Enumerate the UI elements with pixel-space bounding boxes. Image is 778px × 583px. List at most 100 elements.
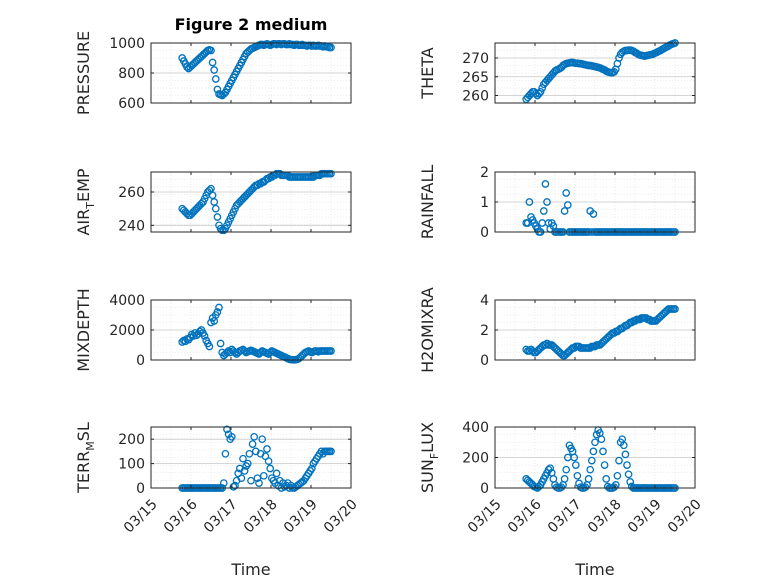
data-point xyxy=(237,474,246,483)
data-point xyxy=(615,456,623,465)
data-point xyxy=(546,464,555,473)
y-tick-label: 240 xyxy=(118,218,145,234)
data-point xyxy=(602,475,611,483)
data-point xyxy=(247,476,255,485)
data-point xyxy=(623,461,631,469)
y-tick-label: 2000 xyxy=(109,323,145,339)
figure-title: Figure 2 medium xyxy=(175,15,328,34)
data-point xyxy=(221,449,230,458)
data-point xyxy=(272,469,281,478)
data-point xyxy=(253,474,262,483)
y-tick-label: 200 xyxy=(118,432,145,448)
data-point xyxy=(211,204,220,213)
data-point xyxy=(615,54,623,62)
y-tick-label: 260 xyxy=(118,185,145,201)
data-point xyxy=(250,432,259,441)
y-axis-label: H2OMIXRA xyxy=(418,287,437,373)
data-point xyxy=(327,347,335,355)
y-tick-label: 0 xyxy=(480,481,489,497)
data-point xyxy=(562,465,571,474)
panel-pressure: 600 800 1000 PRESSURE xyxy=(74,31,352,115)
y-tick-label: 600 xyxy=(118,96,145,112)
data-point xyxy=(584,475,593,483)
y-axis-label: AIRTEMP xyxy=(74,168,97,235)
y-tick-label: 2 xyxy=(480,165,489,181)
data-point xyxy=(213,213,222,221)
data-markers xyxy=(522,39,679,104)
data-point xyxy=(211,75,220,83)
y-tick-label: 800 xyxy=(118,66,145,82)
data-point xyxy=(538,84,547,92)
data-point xyxy=(587,456,596,465)
y-tick-label: 2 xyxy=(480,323,489,339)
data-point xyxy=(563,201,572,209)
data-point xyxy=(327,169,335,178)
data-point xyxy=(183,63,191,71)
y-tick-label: 4 xyxy=(480,293,489,309)
data-point xyxy=(543,198,551,206)
y-tick-label: 200 xyxy=(462,451,489,467)
panel-h2omixra: 0 2 4 H2OMIXRA xyxy=(418,287,696,373)
data-point xyxy=(613,471,622,480)
data-point xyxy=(216,339,225,348)
data-point xyxy=(536,87,545,96)
data-point xyxy=(307,464,316,473)
data-point xyxy=(240,467,249,475)
data-point xyxy=(560,475,569,483)
data-point xyxy=(231,481,239,490)
y-tick-label: 265 xyxy=(462,70,489,86)
data-markers xyxy=(178,39,335,100)
y-tick-label: 0 xyxy=(480,353,489,369)
y-axis-label: TERRMSL xyxy=(74,422,97,494)
data-point xyxy=(229,482,238,491)
data-point xyxy=(589,447,598,456)
y-axis-label: THETA xyxy=(418,47,437,99)
data-point xyxy=(243,459,252,468)
data-point xyxy=(215,303,223,312)
panel-air-temp: 240 260 AIRTEMP xyxy=(74,168,352,236)
data-point xyxy=(624,470,633,479)
axes-box xyxy=(494,42,696,104)
data-point xyxy=(626,478,635,486)
data-markers xyxy=(178,169,335,235)
y-tick-label: 0 xyxy=(136,353,145,369)
data-markers xyxy=(522,305,679,360)
data-point xyxy=(586,465,595,474)
data-point xyxy=(263,445,271,453)
data-point xyxy=(264,457,273,466)
y-axis-label: PRESSURE xyxy=(74,31,93,115)
axes-box xyxy=(150,171,352,233)
data-point xyxy=(208,58,217,67)
data-point xyxy=(599,447,607,456)
y-tick-label: 1000 xyxy=(109,36,145,52)
data-point xyxy=(205,342,214,351)
x-axis-label-left: Time xyxy=(230,560,270,579)
y-axis-label: SUNFLUX xyxy=(418,422,441,493)
y-tick-label: 400 xyxy=(462,420,489,436)
panel-rainfall: 0 1 2 RAINFALL xyxy=(418,165,696,241)
data-point xyxy=(619,441,628,450)
axes-box xyxy=(150,426,352,489)
data-point xyxy=(570,453,579,462)
data-point xyxy=(671,305,679,313)
x-axis-label-right: Time xyxy=(574,560,614,579)
data-point xyxy=(560,207,569,215)
y-tick-label: 100 xyxy=(118,457,145,473)
data-point xyxy=(541,180,550,188)
data-point xyxy=(227,432,236,441)
data-markers xyxy=(178,303,335,364)
data-point xyxy=(259,471,268,480)
data-point xyxy=(531,89,540,98)
data-point xyxy=(245,449,254,458)
y-tick-label: 260 xyxy=(462,89,489,105)
data-point xyxy=(573,471,582,480)
y-tick-label: 0 xyxy=(136,481,145,497)
data-point xyxy=(539,207,548,215)
data-point xyxy=(266,464,275,473)
data-point xyxy=(210,66,219,74)
data-point xyxy=(525,198,534,206)
data-point xyxy=(219,479,228,487)
data-point xyxy=(255,479,263,487)
data-point xyxy=(571,461,580,469)
